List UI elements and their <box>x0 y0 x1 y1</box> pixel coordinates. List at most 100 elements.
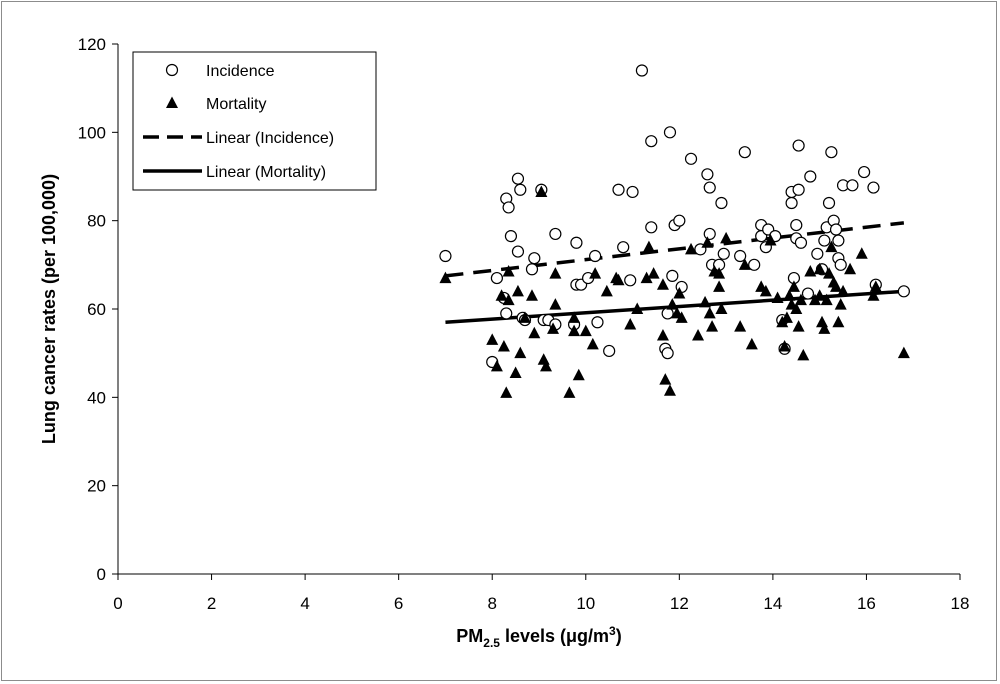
mortality-point <box>685 242 698 255</box>
incidence-point <box>829 223 843 236</box>
incidence-point <box>701 168 714 181</box>
mortality-point <box>640 271 653 284</box>
incidence-point <box>792 139 805 152</box>
x-tick-label: 12 <box>670 594 689 613</box>
incidence-point <box>504 230 518 243</box>
x-tick-label: 0 <box>113 594 122 613</box>
mortality-point <box>509 366 522 379</box>
mortality-point <box>535 185 548 197</box>
mortality-point <box>867 289 880 301</box>
mortality-point <box>745 337 758 350</box>
mortality-point <box>759 284 772 297</box>
incidence-point <box>591 316 604 329</box>
mortality-point <box>820 293 833 306</box>
x-tick-label: 10 <box>576 594 595 613</box>
incidence-point <box>715 196 728 210</box>
mortality-point <box>816 315 829 328</box>
legend-marker-incidence <box>165 63 179 77</box>
incidence-point <box>645 221 658 234</box>
mortality-point <box>673 287 686 299</box>
mortality-point <box>659 373 672 385</box>
mortality-point <box>579 324 592 337</box>
x-tick-label: 18 <box>951 594 970 613</box>
mortality-point <box>797 348 810 361</box>
mortality-point <box>778 340 791 352</box>
incidence-point <box>500 307 513 320</box>
mortality-point <box>869 280 882 292</box>
incidence-point <box>603 344 616 358</box>
incidence-point <box>832 234 845 247</box>
incidence-point <box>790 218 803 232</box>
x-tick-label: 2 <box>207 594 216 613</box>
mortality-point <box>837 284 850 297</box>
mortality-point <box>537 353 550 365</box>
incidence-point <box>717 247 730 260</box>
legend: Incidence Mortality Linear (Incidence) Line… <box>132 51 377 191</box>
incidence-point <box>801 287 815 300</box>
mortality-point <box>780 311 793 323</box>
incidence-point <box>734 249 747 263</box>
mortality-point <box>586 337 599 350</box>
mortality-point <box>783 289 796 301</box>
incidence-point <box>490 271 503 285</box>
mortality-point <box>663 384 676 396</box>
mortality-point <box>675 311 688 323</box>
y-tick-label: 0 <box>97 565 106 584</box>
mortality-point <box>701 236 714 248</box>
mortality-point <box>502 264 515 277</box>
mortality-point <box>813 262 826 275</box>
incidence-point <box>612 183 625 196</box>
mortality-point <box>612 273 625 286</box>
x-tick-label: 8 <box>487 594 496 613</box>
mortality-point <box>699 295 712 308</box>
incidence-point <box>617 241 630 254</box>
mortality-point <box>703 306 716 319</box>
incidence-point <box>748 258 761 271</box>
mortality-point <box>490 359 503 372</box>
mortality-point <box>563 386 576 398</box>
incidence-point <box>834 258 847 271</box>
data-points <box>439 64 910 398</box>
incidence-point <box>589 249 602 263</box>
mortality-point <box>568 311 581 323</box>
incidence-point <box>666 269 679 282</box>
mortality-point <box>547 322 560 334</box>
legend-label: Incidence <box>206 63 275 80</box>
mortality-point <box>764 234 777 246</box>
mortality-point <box>844 262 857 275</box>
mortality-point <box>813 289 826 301</box>
legend-label: Linear (Incidence) <box>206 130 334 147</box>
incidence-point <box>624 274 637 287</box>
mortality-point <box>511 284 524 297</box>
mortality-point <box>656 329 669 341</box>
mortality-point <box>549 267 562 279</box>
x-tick-label: 6 <box>394 594 403 613</box>
mortality-point <box>897 346 910 359</box>
incidence-point <box>645 135 658 148</box>
mortality-point <box>830 280 843 292</box>
incidence-point <box>663 126 677 139</box>
mortality-point <box>715 302 728 314</box>
mortality-point <box>834 298 847 310</box>
y-tick-label: 120 <box>78 35 106 54</box>
mortality-point <box>771 291 784 303</box>
legend-marker-mortality <box>166 96 178 108</box>
mortality-point <box>549 298 562 310</box>
incidence-point <box>525 263 539 276</box>
y-tick-label: 40 <box>87 388 106 407</box>
y-tick-label: 60 <box>87 300 106 319</box>
mortality-point <box>572 368 585 381</box>
mortality-point <box>500 386 513 398</box>
mortality-point <box>439 271 452 284</box>
incidence-point <box>439 249 452 263</box>
incidence-point <box>511 245 525 258</box>
x-tick-label: 14 <box>763 594 782 613</box>
incidence-point <box>794 236 808 249</box>
y-axis-title: Lung cancer rates (per 100,000) <box>39 174 59 444</box>
mortality-point <box>518 311 531 323</box>
x-tick-label: 16 <box>857 594 876 613</box>
incidence-point <box>528 252 541 265</box>
incidence-point <box>825 146 838 159</box>
mortality-point <box>823 267 836 279</box>
